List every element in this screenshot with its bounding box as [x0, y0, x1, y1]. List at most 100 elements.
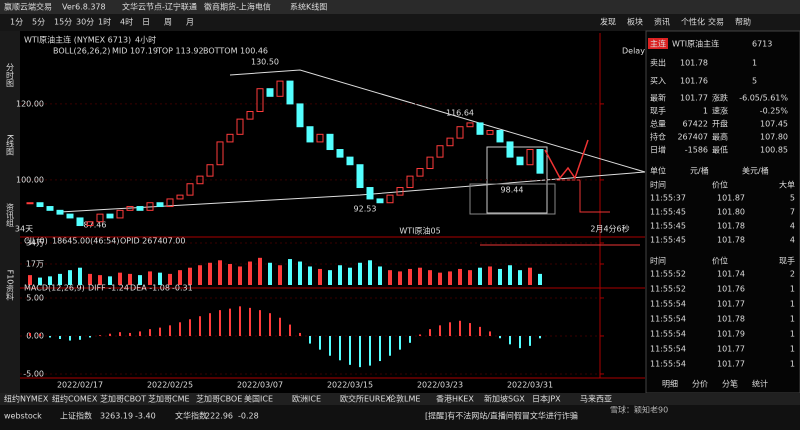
macd-bar: [99, 335, 101, 336]
exchange-tab[interactable]: 纽约COMEX: [52, 394, 98, 404]
x-tick-label: 2022/02/17: [57, 381, 103, 390]
panel-tab[interactable]: 分价: [692, 380, 708, 389]
quote-cell: 67422: [683, 120, 708, 129]
candle: [516, 156, 524, 166]
tag: 主连: [650, 39, 666, 49]
period-button[interactable]: 月: [186, 18, 194, 27]
label: -0.31: [172, 284, 193, 293]
menu-item[interactable]: 个性化: [681, 17, 705, 27]
macd-bar: [229, 308, 231, 336]
column-header: 时间: [650, 180, 666, 190]
candle: [236, 118, 244, 135]
trade-cell: 11:55:45: [650, 236, 686, 245]
trade-cell: 11:55:52: [650, 270, 686, 279]
macd-bar: [139, 331, 141, 336]
trade-cell: 101.78: [717, 315, 745, 324]
trade-cell: 4: [790, 222, 795, 231]
macd-bar: [89, 335, 91, 338]
macd-bar: [369, 335, 371, 366]
sidebar-tab[interactable]: 资讯组: [6, 202, 15, 227]
macd-bar: [529, 335, 531, 346]
volume-bar: [368, 260, 372, 285]
trade-cell: 4: [790, 236, 795, 245]
sidebar-tab[interactable]: 分时图: [6, 63, 15, 88]
menu-item[interactable]: 发现: [600, 17, 616, 27]
exchange-tab[interactable]: 芝加哥CBOE: [196, 394, 242, 404]
candle: [336, 149, 344, 158]
sidebar-tab[interactable]: K线图: [6, 134, 15, 156]
exchange-tab[interactable]: 欧洲ICE: [292, 394, 321, 404]
menu-item[interactable]: 板块: [627, 17, 643, 27]
volume-bar: [28, 275, 32, 285]
candle: [266, 88, 274, 97]
label: 4小时: [135, 35, 156, 45]
exchange-tab[interactable]: 伦敦LME: [388, 394, 420, 404]
trade-cell: 101.77: [717, 360, 745, 369]
content: 赢顺云端交易 Ver6.8.378 文华云节点-辽宁联通 徽商期货-上海电信 系统K线图…: [4, 2, 795, 421]
x-tick-label: 2022/02/25: [147, 381, 193, 390]
y-tick-label: 17万: [26, 260, 44, 269]
quote-cell: 最新: [650, 93, 666, 103]
candle: [276, 80, 284, 97]
period-button[interactable]: 4时: [120, 17, 133, 27]
annotation: 34天: [15, 225, 33, 234]
quote-cell: -6.05/5.61%: [739, 94, 788, 103]
exchange-tab[interactable]: 香港HKEX: [436, 394, 474, 404]
period-button[interactable]: 1分: [10, 18, 23, 27]
macd-bar: [69, 335, 71, 341]
quote-cell: 最低: [712, 145, 728, 155]
sidebar: [0, 31, 20, 393]
volume-bar: [298, 261, 302, 285]
quote-cell: 1: [703, 107, 708, 116]
exchange-tab[interactable]: 日本JPX: [532, 394, 561, 404]
label: 3263.19: [100, 412, 133, 421]
period-button[interactable]: 30分: [76, 18, 94, 27]
menu-item[interactable]: 帮助: [735, 17, 751, 27]
label: 卖出: [650, 58, 666, 68]
menu-item[interactable]: 交易: [708, 17, 724, 27]
period-button[interactable]: 15分: [54, 18, 72, 27]
menu-item[interactable]: 资讯: [654, 17, 670, 27]
quote-cell: 最高: [712, 132, 728, 142]
candle: [526, 149, 534, 166]
volume-bar: [278, 265, 282, 285]
instrument-name: WTI原油主连: [672, 39, 719, 49]
label: 18645.00(46:54): [52, 237, 119, 246]
label: 101.76: [680, 77, 708, 86]
macd-bar: [269, 313, 271, 336]
volume-bar: [288, 259, 292, 285]
exchange-tab[interactable]: 芝加哥CBOT: [100, 394, 146, 404]
label: BOTTOM 100.46: [203, 47, 268, 56]
panel-tab[interactable]: 明细: [662, 379, 678, 389]
trade-cell: 101.78: [717, 222, 745, 231]
exchange-tab[interactable]: 芝加哥CME: [148, 394, 190, 404]
quote-cell: 总量: [650, 119, 666, 129]
macd-bar: [449, 322, 451, 336]
period-button[interactable]: 周: [164, 18, 172, 27]
candle: [306, 126, 314, 143]
exchange-tab[interactable]: 美国ICE: [244, 394, 273, 404]
period-button[interactable]: 日: [142, 18, 150, 27]
macd-bar: [149, 329, 151, 336]
candle: [286, 80, 294, 105]
exchange-tab[interactable]: 新加坡SGX: [484, 394, 525, 404]
column-header: 大单: [779, 180, 795, 190]
exchange-tab[interactable]: 纽约NYMEX: [4, 394, 49, 404]
panel-tab[interactable]: 统计: [752, 379, 768, 389]
macd-bar: [39, 333, 41, 336]
exchange-tab[interactable]: 欧交所EUREX: [340, 394, 392, 404]
period-button[interactable]: 5分: [32, 18, 45, 27]
candle: [56, 209, 64, 215]
trade-cell: 7: [790, 208, 795, 217]
macd-bar: [209, 313, 211, 336]
exchange-tab[interactable]: 马来西亚: [580, 395, 612, 404]
y-tick-label: 100.00: [16, 175, 44, 184]
panel-tab[interactable]: 分笔: [722, 379, 738, 389]
label: -0.28: [238, 412, 259, 421]
candle: [186, 183, 194, 196]
label: 买入: [650, 77, 666, 86]
sidebar-tab[interactable]: F10资料: [6, 270, 15, 302]
period-button[interactable]: 1时: [98, 17, 111, 27]
